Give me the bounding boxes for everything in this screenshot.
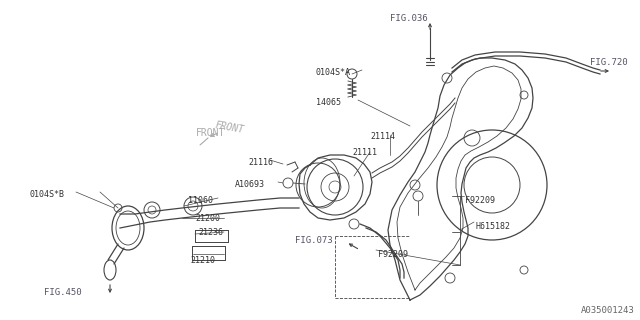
Text: FIG.450: FIG.450: [44, 288, 82, 297]
Text: 21116: 21116: [248, 158, 273, 167]
Text: FRONT: FRONT: [196, 128, 225, 138]
Text: F92209: F92209: [465, 196, 495, 205]
Text: 21114: 21114: [370, 132, 395, 141]
Text: 14065: 14065: [316, 98, 341, 107]
Text: H615182: H615182: [476, 222, 511, 231]
Text: A035001243: A035001243: [581, 306, 635, 315]
Text: 0104S*A: 0104S*A: [316, 68, 351, 77]
Text: F92209: F92209: [378, 250, 408, 259]
Text: 0104S*B: 0104S*B: [30, 190, 65, 199]
Text: FIG.073: FIG.073: [295, 236, 333, 245]
Text: 21111: 21111: [352, 148, 377, 157]
Text: 21210: 21210: [190, 256, 215, 265]
Text: 21236: 21236: [198, 228, 223, 237]
Text: FIG.720: FIG.720: [590, 58, 628, 67]
Text: A10693: A10693: [235, 180, 265, 189]
Text: FRONT: FRONT: [214, 120, 244, 135]
Text: 11060: 11060: [188, 196, 213, 205]
Text: 21200: 21200: [195, 214, 220, 223]
Text: FIG.036: FIG.036: [390, 14, 428, 23]
